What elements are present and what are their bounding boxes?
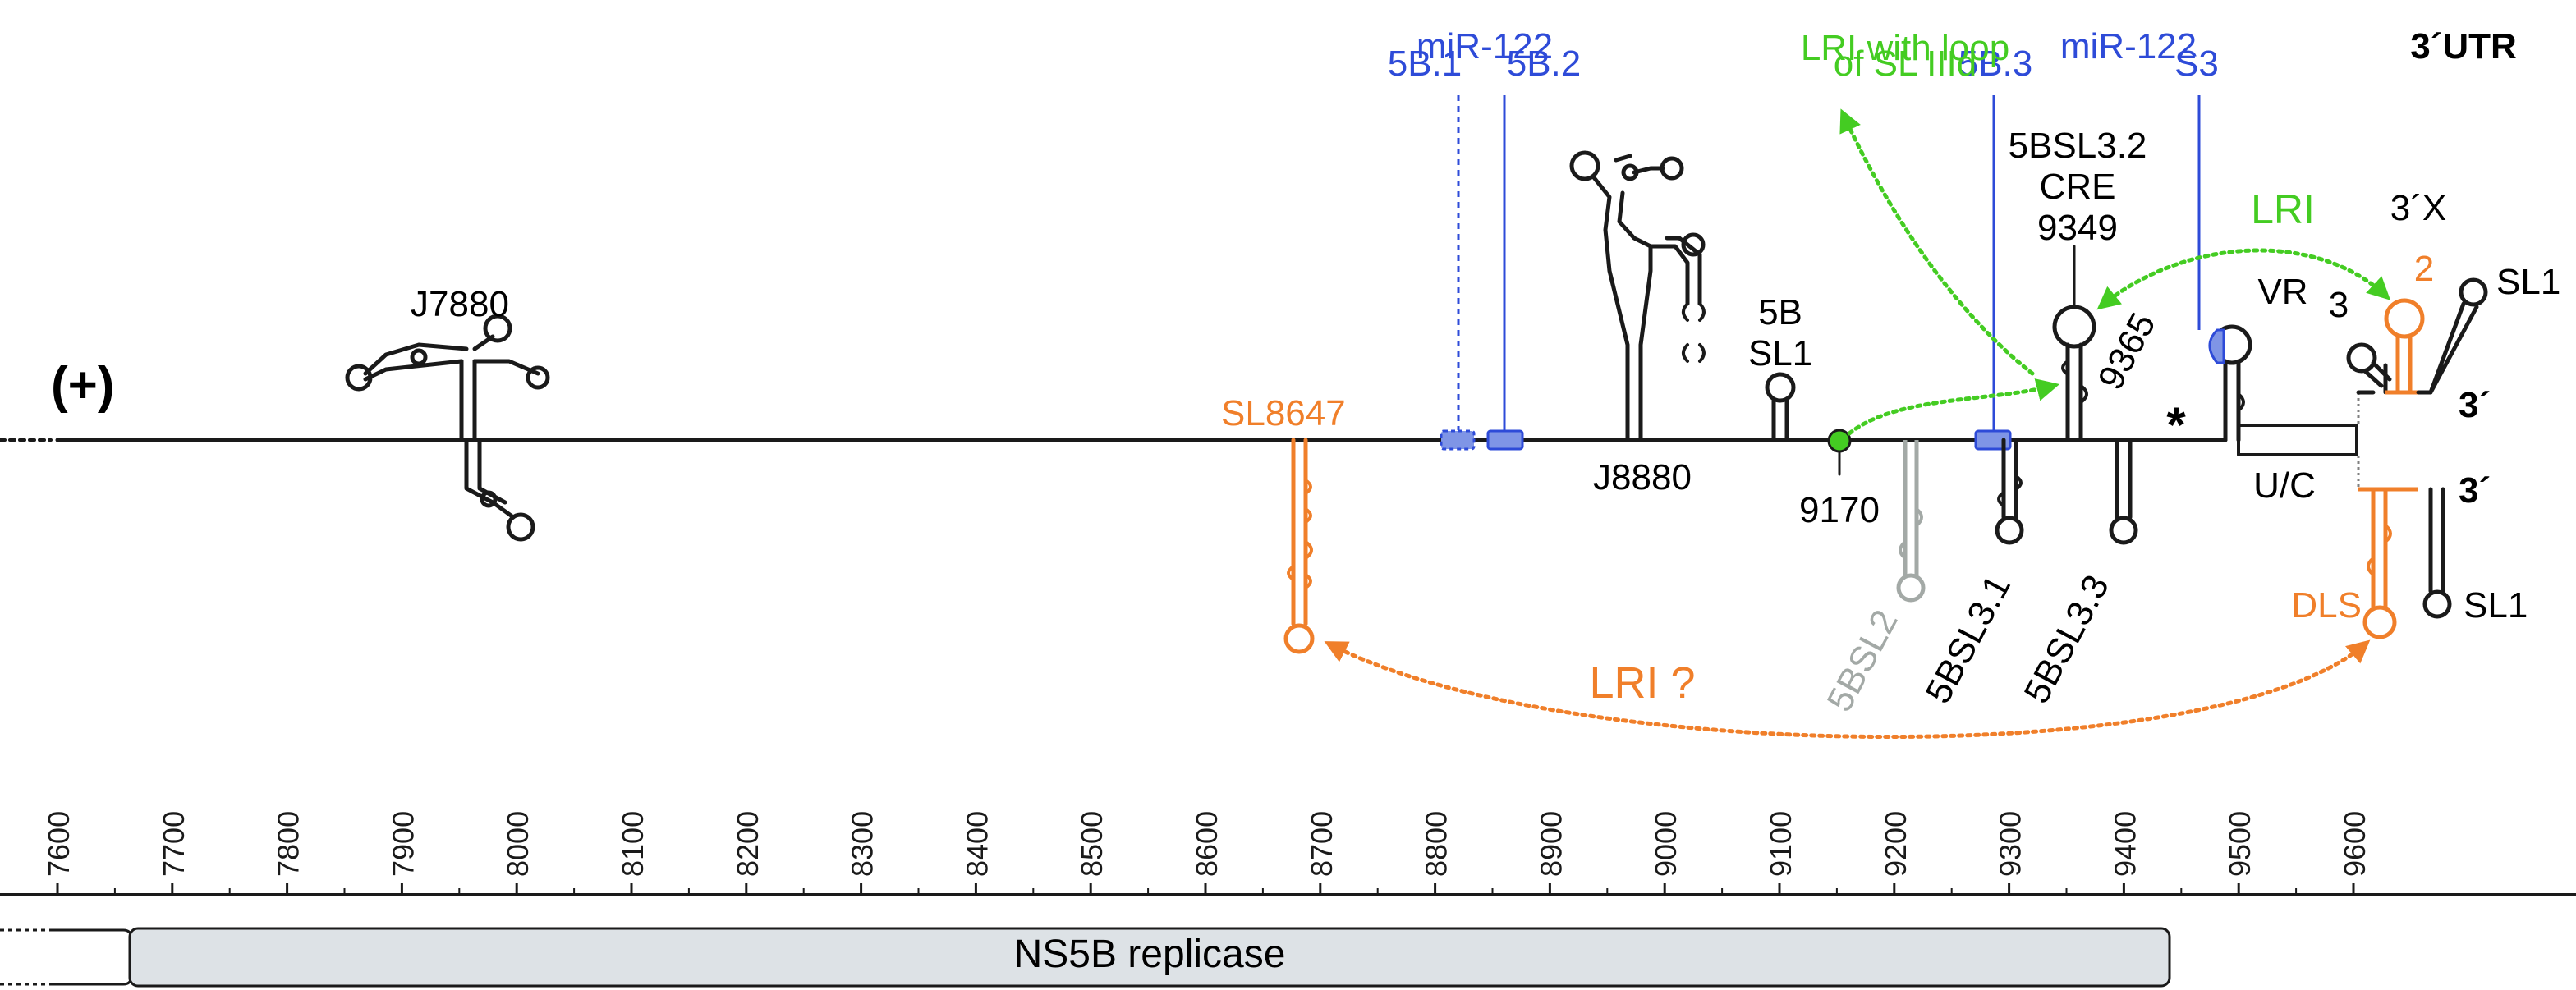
axis-tick-label: 9200 [1879, 811, 1912, 877]
mir122-s3-site [2208, 328, 2225, 364]
3utr-label: 3´UTR [2410, 26, 2517, 66]
5bsl2-stem-loop [1896, 440, 1926, 603]
axis-ticks: 7600 7700 7800 7900 8000 8100 8200 8300 8400 8500… [42, 811, 2372, 895]
axis-tick-label: 9400 [2108, 811, 2142, 877]
3end-top-label: 3´ [2459, 385, 2491, 425]
pos9365-label: 9365 [2091, 306, 2164, 396]
ns5b-previous-segment [51, 928, 133, 986]
cre-label-line2: CRE [2040, 167, 2116, 207]
mir122-label-a: miR-122 [1417, 26, 1553, 66]
axis-tick-label: 8700 [1305, 811, 1339, 877]
site-5b3-label: 5B.3 [1958, 44, 2033, 84]
axis-tick-label: 7800 [272, 811, 305, 877]
ns5b-replicase-bar [128, 927, 2171, 988]
j7880-label: J7880 [411, 284, 509, 324]
site-s3-label: S3 [2174, 44, 2219, 84]
3x-upper-structure [2346, 277, 2488, 395]
axis-tick-label: 8500 [1075, 811, 1109, 877]
uc-label: U/C [2253, 465, 2316, 506]
axis-tick-label: 9000 [1649, 811, 1683, 877]
axis-tick-label: 7600 [42, 811, 76, 877]
axis-tick-label: 8800 [1420, 811, 1453, 877]
site-5b2-label: 5B.2 [1507, 44, 1582, 84]
axis-tick-label: 9100 [1764, 811, 1798, 877]
5b-sl1-label-line1: 5B [1758, 292, 1802, 332]
stem3-label: 3 [2329, 285, 2349, 325]
axis-tick-label: 8000 [501, 811, 535, 877]
lri-loop-label-line2: of SL IIId [1834, 44, 1977, 84]
dls-label: DLS [2291, 585, 2362, 626]
axis-tick-label: 8600 [1190, 811, 1224, 877]
asterisk-marker: * [2166, 397, 2186, 452]
mir122-5b1-site [1440, 429, 1476, 451]
dls-structure [2358, 487, 2452, 639]
vr-label: VR [2257, 272, 2307, 312]
5b-sl1-label-line2: SL1 [1748, 333, 1812, 374]
axis-tick-label: 8900 [1534, 811, 1568, 877]
axis-tick-label: 9300 [1994, 811, 2027, 877]
sl8647-stem-loop [1283, 438, 1315, 654]
sl1-top-label: SL1 [2496, 262, 2560, 302]
axis-tick-label: 8300 [846, 811, 879, 877]
axis-tick-label: 8200 [731, 811, 765, 877]
axis-tick-label: 8400 [960, 811, 994, 877]
sl1-bottom-label: SL1 [2464, 585, 2528, 626]
3x-label: 3´X [2390, 188, 2446, 228]
sl8647-label: SL8647 [1221, 393, 1346, 433]
axis-tick-label: 7900 [386, 811, 420, 877]
stem2-label: 2 [2414, 249, 2434, 289]
cre-label-line1: 5BSL3.2 [2009, 126, 2147, 166]
lri-question-label: LRI ? [1589, 658, 1695, 708]
5bsl3-3-stem-loop [2109, 438, 2138, 545]
5bsl3-1-stem-loop [1995, 438, 2024, 545]
axis-tick-label: 9600 [2338, 811, 2372, 877]
uc-region-box [2237, 424, 2358, 456]
axis-tick-label: 9500 [2223, 811, 2257, 877]
5bsl3-3-label: 5BSL3.3 [2017, 569, 2118, 710]
axis-tick-label: 7700 [157, 811, 191, 877]
pos9170-marker [1827, 429, 1852, 453]
5bsl2-label: 5BSL2 [1820, 603, 1906, 718]
lri-green-arrow-9170 [1847, 378, 2060, 436]
mir122-label-b: miR-122 [2060, 26, 2197, 66]
3end-bottom-label: 3´ [2459, 470, 2491, 511]
lri-green-arrow-loop-iiid [1839, 108, 2035, 376]
ns5b-label: NS5B replicase [1014, 933, 1286, 976]
pos9170-label: 9170 [1799, 490, 1880, 530]
j8880-label: J8880 [1593, 457, 1692, 497]
5bsl3-2-cre-stem-loop [2052, 305, 2096, 442]
axis-tick-label: 8100 [616, 811, 650, 877]
lri-orange-arrow [1324, 639, 2371, 740]
5b-sl1-stem-loop [1765, 372, 1796, 442]
5bsl3-1-label: 5BSL3.1 [1918, 569, 2019, 710]
j7880-stem-loop [345, 314, 550, 542]
strand-label: (+) [51, 357, 115, 414]
j8880-stem-loop [1569, 150, 1706, 442]
lri-label: LRI [2251, 186, 2315, 232]
lri-green-arrow-cre-3x [2096, 248, 2391, 310]
lri-loop-label-line1: LRI with loop [1801, 28, 2009, 68]
mir122-5b2-site [1486, 429, 1524, 451]
site-5b1-label: 5B.1 [1388, 44, 1462, 84]
cre-label-line3: 9349 [2037, 208, 2118, 248]
